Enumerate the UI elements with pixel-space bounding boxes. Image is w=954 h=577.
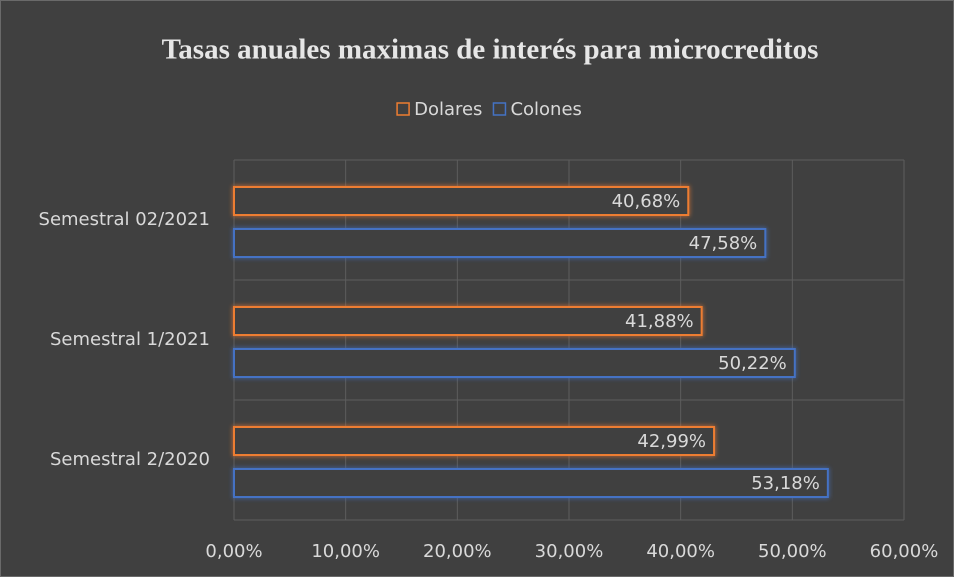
chart-title: Tasas anuales maximas de interés para mi… [162, 34, 819, 66]
bar [233, 186, 690, 216]
bar [233, 228, 767, 258]
x-tick-label: 60,00% [870, 541, 939, 562]
bar [233, 306, 703, 336]
y-tick-label: Semestral 1/2021 [50, 329, 210, 350]
x-tick-label: 10,00% [311, 541, 380, 562]
x-tick-label: 0,00% [205, 541, 262, 562]
data-label: 41,88% [625, 311, 694, 332]
bar [233, 426, 716, 456]
x-tick-label: 30,00% [535, 541, 604, 562]
legend-label: Dolares [414, 99, 482, 120]
data-label: 53,18% [751, 473, 820, 494]
y-tick-label: Semestral 02/2021 [39, 209, 210, 230]
legend-swatch [492, 102, 507, 116]
y-tick-label: Semestral 2/2020 [50, 449, 210, 470]
x-tick-label: 20,00% [423, 541, 492, 562]
x-tick-label: 50,00% [758, 541, 827, 562]
bar [233, 468, 829, 498]
legend-swatch [396, 102, 410, 116]
data-label: 50,22% [718, 353, 787, 374]
data-label: 47,58% [689, 233, 758, 254]
bar [233, 348, 796, 378]
legend-label: Colones [510, 99, 581, 120]
data-label: 42,99% [637, 431, 706, 452]
data-label: 40,68% [612, 191, 681, 212]
x-tick-label: 40,00% [646, 541, 715, 562]
